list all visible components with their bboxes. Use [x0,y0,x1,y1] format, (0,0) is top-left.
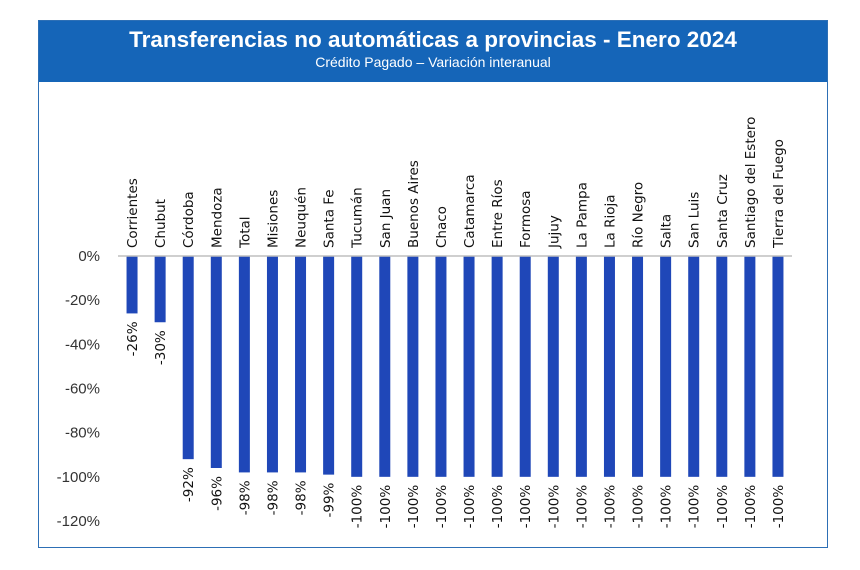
bar [744,256,756,477]
bar [772,256,784,477]
data-label: -100% [574,485,590,529]
bar [660,256,672,477]
data-label: -100% [602,485,618,529]
data-label: -100% [434,485,450,529]
data-label: -100% [490,485,506,529]
category-label: San Juan [378,189,394,248]
data-label: -92% [181,467,197,502]
data-label: -99% [322,482,338,517]
chart-subtitle: Crédito Pagado – Variación interanual [315,54,551,70]
data-label: -100% [378,485,394,529]
category-label: Tucumán [350,187,366,249]
category-label: Salta [659,214,675,248]
bar [716,256,728,477]
y-tick-label: -80% [65,425,100,442]
data-label: -100% [715,485,731,529]
data-label: -100% [518,485,534,529]
bar [266,256,278,473]
data-label: -100% [631,485,647,529]
bar [632,256,644,477]
bar [435,256,447,477]
data-label: -98% [294,480,310,515]
data-label: -30% [153,330,169,365]
category-label: Entre Ríos [490,179,506,248]
category-label: La Rioja [602,195,618,249]
data-label: -100% [546,485,562,529]
y-tick-label: -60% [65,381,100,398]
data-label: -100% [687,485,703,529]
category-label: Córdoba [181,191,197,248]
category-label: Santa Cruz [715,174,731,248]
data-label: -26% [125,321,141,356]
bar [407,256,419,477]
data-label: -98% [237,480,253,515]
y-tick-label: -120% [57,513,100,530]
y-tick-label: -20% [65,292,100,309]
category-label: Jujuy [546,215,562,249]
data-label: -100% [462,485,478,529]
category-label: Formosa [518,190,534,248]
bar [575,256,587,477]
bar [182,256,194,460]
data-label: -100% [659,485,675,529]
category-label: Santiago del Estero [743,117,759,248]
bar [688,256,700,477]
category-label: Río Negro [631,182,647,248]
chart-title: Transferencias no automáticas a provinci… [129,27,737,52]
category-label: Neuquén [294,187,310,248]
bar [491,256,503,477]
bar [603,256,615,477]
bar [295,256,307,473]
bar [519,256,531,477]
y-tick-label: 0% [78,248,100,265]
category-label: Buenos Aires [406,160,422,248]
bar [547,256,559,477]
y-tick-label: -40% [65,336,100,353]
data-label: -96% [209,476,225,511]
y-tick-label: -100% [57,469,100,486]
data-label: -100% [771,485,787,529]
category-label: Total [237,216,253,249]
category-label: San Luis [687,192,703,248]
category-label: Chubut [153,199,169,248]
data-label: -100% [743,485,759,529]
category-label: Mendoza [209,187,225,248]
bar [126,256,138,314]
bar [210,256,222,468]
bar [154,256,166,323]
bar [238,256,250,473]
category-label: Misiones [265,190,281,248]
bar [323,256,335,475]
bar [463,256,475,477]
category-label: Catamarca [462,174,478,248]
category-label: La Pampa [574,182,590,248]
bar [379,256,391,477]
data-label: -100% [406,485,422,529]
category-label: Chaco [434,206,450,248]
chart-header: Transferencias no automáticas a provinci… [39,21,827,82]
data-label: -98% [265,480,281,515]
data-label: -100% [350,485,366,529]
category-label: Santa Fe [322,189,338,248]
category-label: Corrientes [125,178,141,248]
bar [351,256,363,477]
category-label: Tierra del Fuego [771,139,787,249]
